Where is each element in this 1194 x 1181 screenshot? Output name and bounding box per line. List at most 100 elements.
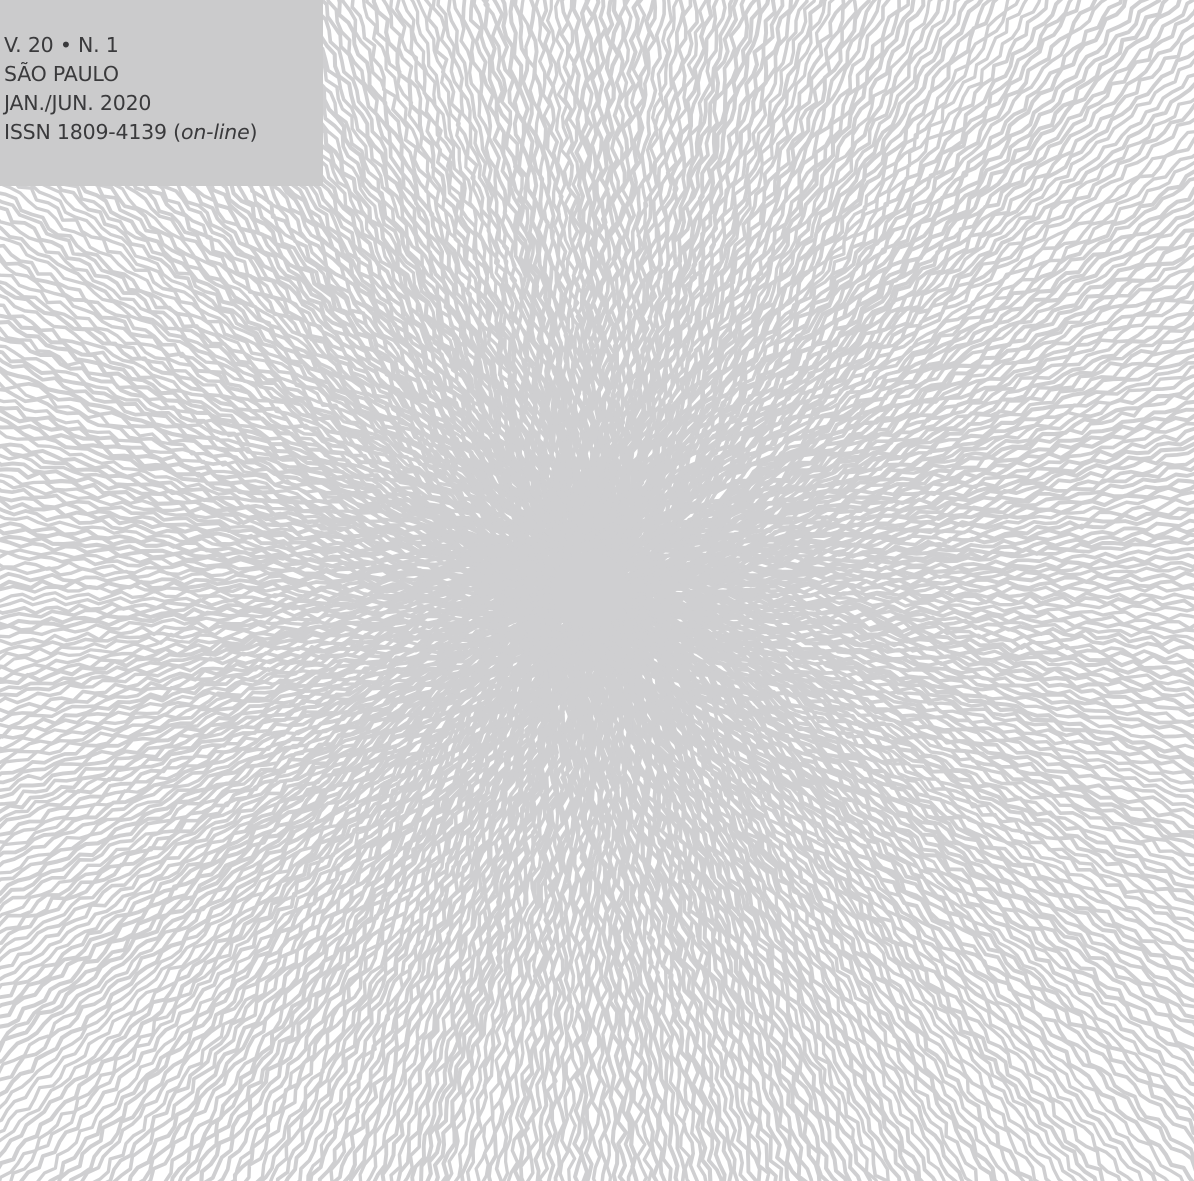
burst-line (600, 0, 719, 537)
burst-line (0, 473, 544, 581)
burst-line (401, 0, 578, 559)
burst-line (611, 0, 846, 542)
burst-line (0, 498, 569, 588)
burst-line (590, 602, 692, 1181)
burst-line (595, 268, 1194, 584)
burst-line (610, 642, 848, 1181)
burst-line (594, 599, 891, 1181)
burst-line (635, 601, 1194, 810)
burst-line (0, 583, 565, 596)
burst-line (170, 609, 575, 1181)
burst-line (621, 280, 1194, 576)
burst-line (337, 0, 577, 563)
burst-line (600, 0, 828, 566)
burst-line (621, 615, 1194, 988)
burst-line (394, 0, 587, 575)
burst-line (350, 0, 578, 548)
burst-line (616, 198, 1194, 571)
burst-line (639, 608, 1194, 867)
issue-info-box: V. 20 • N. 1 SÃO PAULO JAN./JUN. 2020 IS… (0, 0, 323, 186)
burst-line (608, 636, 853, 1181)
burst-line (603, 73, 1194, 582)
burst-line (604, 600, 1194, 1075)
burst-line (0, 601, 549, 740)
burst-line (0, 598, 561, 823)
burst-line (626, 539, 1194, 589)
burst-line (579, 0, 596, 555)
burst-line (0, 566, 579, 596)
issn-prefix: ISSN 1809-4139 ( (4, 120, 181, 144)
burst-line (539, 0, 593, 561)
burst-line (621, 0, 999, 551)
volume-number-text: V. 20 • N. 1 (4, 33, 119, 57)
burst-line (243, 594, 586, 1181)
burst-line (0, 612, 552, 897)
burst-line (612, 599, 1194, 974)
burst-line (628, 600, 1194, 745)
burst-line (588, 593, 1098, 1181)
burst-line (0, 612, 562, 1134)
burst-line (389, 0, 584, 574)
burst-line (0, 319, 571, 581)
burst-line (0, 583, 587, 616)
burst-line (275, 614, 581, 1181)
burst-line (599, 0, 758, 547)
burst-line (604, 605, 1010, 1181)
burst-line (481, 0, 588, 560)
burst-line (572, 636, 593, 1181)
burst-line (628, 624, 1194, 1145)
burst-line (597, 579, 1194, 595)
burst-line (586, 0, 739, 586)
burst-line (0, 368, 549, 572)
burst-line (0, 598, 552, 792)
burst-line (604, 117, 1194, 575)
burst-line (0, 191, 565, 571)
burst-line (0, 303, 542, 564)
burst-line (616, 626, 979, 1181)
burst-line (0, 619, 544, 1000)
burst-line (0, 595, 579, 1009)
burst-line (605, 326, 1194, 589)
burst-line (0, 590, 561, 647)
burst-line (612, 0, 993, 555)
burst-line (590, 638, 639, 1181)
burst-line (483, 0, 586, 548)
burst-line (606, 611, 965, 1181)
burst-line (317, 638, 571, 1181)
issn-suffix: ) (249, 120, 258, 144)
burst-line (308, 637, 571, 1181)
burst-line (0, 592, 590, 1019)
burst-line (606, 618, 890, 1181)
burst-line (461, 0, 588, 558)
burst-line (590, 592, 973, 1181)
burst-line (617, 0, 1021, 547)
burst-line (230, 601, 579, 1181)
burst-line (494, 645, 584, 1181)
burst-line (0, 180, 575, 577)
burst-line (0, 243, 586, 586)
burst-line (596, 0, 926, 583)
burst-line (312, 0, 576, 562)
burst-line (0, 617, 565, 1159)
burst-line (0, 589, 549, 639)
burst-line (595, 0, 771, 564)
burst-line (0, 349, 546, 573)
burst-line (617, 632, 938, 1181)
burst-line (620, 629, 1122, 1181)
burst-line (611, 586, 1194, 602)
burst-line (619, 0, 1150, 558)
burst-line (599, 610, 924, 1181)
burst-line (595, 0, 686, 535)
burst-line (596, 599, 995, 1181)
burst-line (600, 607, 1026, 1181)
burst-line (0, 365, 577, 585)
burst-line (0, 521, 559, 591)
burst-line (340, 0, 578, 562)
burst-line (612, 615, 1089, 1181)
burst-line (594, 593, 1034, 1181)
burst-line (594, 589, 1194, 830)
burst-line (0, 594, 584, 1097)
burst-line (0, 444, 550, 583)
